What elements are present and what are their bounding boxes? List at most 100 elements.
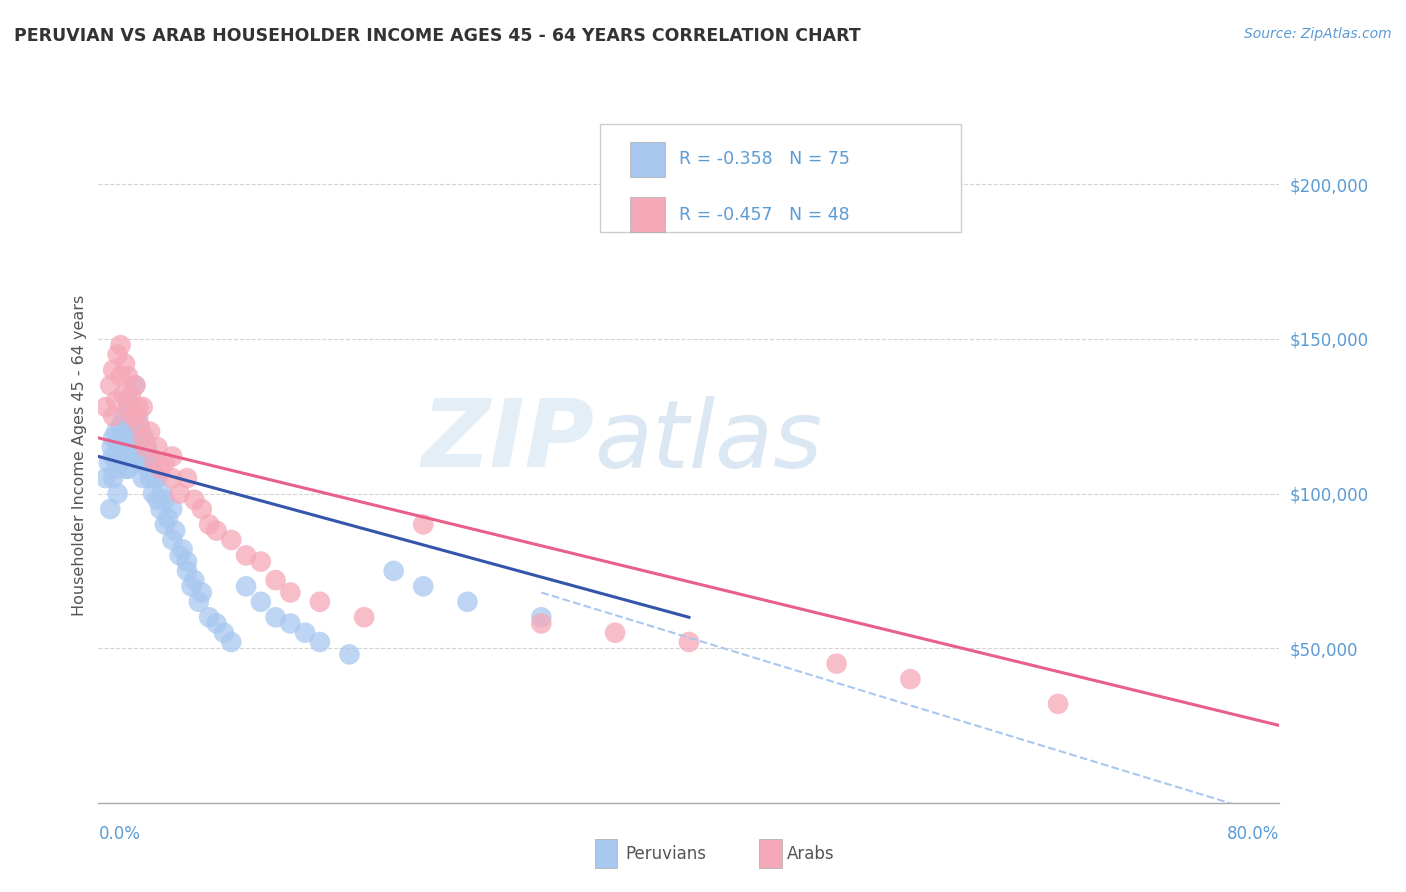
Point <box>115 462 138 476</box>
Text: PERUVIAN VS ARAB HOUSEHOLDER INCOME AGES 45 - 64 YEARS CORRELATION CHART: PERUVIAN VS ARAB HOUSEHOLDER INCOME AGES… <box>14 27 860 45</box>
Point <box>250 595 273 609</box>
Point <box>235 549 257 563</box>
Point <box>103 431 125 445</box>
Point <box>128 456 150 470</box>
Point <box>205 524 228 538</box>
Point <box>169 486 191 500</box>
Text: 80.0%: 80.0% <box>1227 825 1279 843</box>
Point <box>205 616 228 631</box>
Point <box>309 595 332 609</box>
Point <box>124 425 146 439</box>
Point <box>132 450 155 464</box>
Point <box>183 573 205 587</box>
Point <box>105 462 128 476</box>
Point <box>180 579 202 593</box>
Point <box>337 648 360 662</box>
Point <box>108 440 131 454</box>
Point <box>117 400 139 414</box>
Point <box>143 456 166 470</box>
Point <box>98 378 121 392</box>
FancyBboxPatch shape <box>600 124 960 232</box>
Point <box>153 517 176 532</box>
Point <box>191 585 214 599</box>
Point <box>153 492 176 507</box>
Point <box>138 462 160 476</box>
Point <box>191 502 214 516</box>
Text: R = -0.358   N = 75: R = -0.358 N = 75 <box>679 150 851 169</box>
Point <box>149 502 172 516</box>
Point <box>153 456 176 470</box>
Point <box>264 610 287 624</box>
Point <box>114 450 136 464</box>
Point <box>124 378 146 392</box>
Text: atlas: atlas <box>595 395 823 486</box>
Point <box>121 409 143 424</box>
Point <box>146 492 169 507</box>
Point <box>169 549 191 563</box>
Point <box>198 517 221 532</box>
Point <box>146 471 169 485</box>
Point <box>120 409 142 424</box>
Point <box>97 456 120 470</box>
Text: Arabs: Arabs <box>787 846 835 863</box>
Point <box>121 450 143 464</box>
Text: Peruvians: Peruvians <box>626 846 707 863</box>
Y-axis label: Householder Income Ages 45 - 64 years: Householder Income Ages 45 - 64 years <box>72 294 87 615</box>
Point <box>132 471 155 485</box>
Point <box>212 625 235 640</box>
Point <box>146 440 169 454</box>
Point <box>117 369 139 384</box>
Point <box>117 462 139 476</box>
Point <box>412 579 434 593</box>
Point <box>530 610 553 624</box>
Point <box>122 431 145 445</box>
Point <box>105 425 128 439</box>
Point <box>135 456 157 470</box>
Point <box>128 418 150 433</box>
Point <box>117 393 139 408</box>
Point <box>94 471 117 485</box>
Point <box>176 471 198 485</box>
Point <box>139 450 162 464</box>
Point <box>165 524 187 538</box>
Point <box>172 542 194 557</box>
Text: Source: ZipAtlas.com: Source: ZipAtlas.com <box>1244 27 1392 41</box>
Point <box>105 393 128 408</box>
Point <box>309 635 332 649</box>
Point <box>103 363 125 377</box>
Point <box>294 625 316 640</box>
Point <box>110 338 132 352</box>
Point <box>103 471 125 485</box>
Point <box>111 431 134 445</box>
Point <box>110 418 132 433</box>
Point <box>162 502 183 516</box>
Point <box>187 595 209 609</box>
Point <box>142 486 165 500</box>
Point <box>110 456 132 470</box>
Point <box>219 635 242 649</box>
Point <box>825 657 848 671</box>
Point <box>219 533 242 547</box>
Point <box>278 585 302 599</box>
Point <box>139 471 162 485</box>
Point <box>103 409 125 424</box>
Point <box>530 616 553 631</box>
Point <box>412 517 434 532</box>
Point <box>114 357 136 371</box>
Point <box>176 555 198 569</box>
Point <box>107 486 129 500</box>
Point <box>456 595 478 609</box>
Point <box>1046 697 1069 711</box>
Point <box>264 573 287 587</box>
Point <box>143 471 166 485</box>
Point <box>129 425 152 439</box>
Point <box>176 564 198 578</box>
Point <box>100 440 122 454</box>
Point <box>278 616 302 631</box>
FancyBboxPatch shape <box>630 142 665 177</box>
Point <box>353 610 375 624</box>
Point <box>141 462 163 476</box>
Point <box>112 387 135 401</box>
Point <box>94 400 117 414</box>
Point <box>162 450 183 464</box>
